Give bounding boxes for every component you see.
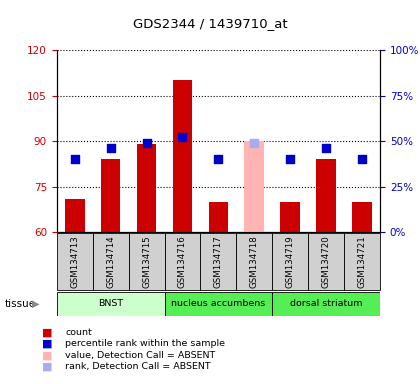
Bar [272, 292, 380, 316]
Point [179, 134, 186, 141]
Bar [165, 292, 272, 316]
Bar [57, 292, 165, 316]
Bar [352, 202, 372, 232]
Text: tissue: tissue [4, 299, 35, 309]
Text: GSM134721: GSM134721 [358, 235, 367, 288]
Bar [165, 233, 200, 290]
Bar [200, 233, 236, 290]
Text: count: count [65, 328, 92, 337]
Text: GSM134714: GSM134714 [106, 235, 115, 288]
Bar [93, 233, 129, 290]
Bar [308, 233, 344, 290]
Text: ■: ■ [42, 362, 52, 372]
Bar [208, 202, 228, 232]
Point [287, 156, 294, 162]
Bar [316, 159, 336, 232]
Text: ■: ■ [42, 327, 52, 337]
Text: GSM134713: GSM134713 [70, 235, 79, 288]
Bar [129, 233, 165, 290]
Text: GSM134719: GSM134719 [286, 235, 295, 288]
Bar [173, 80, 192, 232]
Point [71, 156, 78, 162]
Text: GSM134718: GSM134718 [250, 235, 259, 288]
Bar [101, 159, 121, 232]
Bar [272, 233, 308, 290]
Point [323, 146, 330, 152]
Text: ■: ■ [42, 339, 52, 349]
Point [251, 140, 258, 146]
Text: ■: ■ [42, 350, 52, 360]
Point [107, 146, 114, 152]
Text: ▶: ▶ [32, 299, 39, 309]
Bar [281, 202, 300, 232]
Bar [65, 199, 84, 232]
Text: GDS2344 / 1439710_at: GDS2344 / 1439710_at [133, 17, 287, 30]
Bar [136, 144, 156, 232]
Text: GSM134715: GSM134715 [142, 235, 151, 288]
Point [215, 156, 222, 162]
Point [143, 140, 150, 146]
Text: BNST: BNST [98, 299, 123, 308]
Bar [344, 233, 380, 290]
Text: GSM134717: GSM134717 [214, 235, 223, 288]
Text: GSM134720: GSM134720 [322, 235, 331, 288]
Bar [57, 233, 93, 290]
Text: percentile rank within the sample: percentile rank within the sample [65, 339, 225, 348]
Text: rank, Detection Call = ABSENT: rank, Detection Call = ABSENT [65, 362, 211, 371]
Text: dorsal striatum: dorsal striatum [290, 299, 362, 308]
Text: GSM134716: GSM134716 [178, 235, 187, 288]
Point [359, 156, 365, 162]
Text: value, Detection Call = ABSENT: value, Detection Call = ABSENT [65, 351, 215, 360]
Text: nucleus accumbens: nucleus accumbens [171, 299, 265, 308]
Bar [244, 141, 264, 232]
Bar [236, 233, 272, 290]
